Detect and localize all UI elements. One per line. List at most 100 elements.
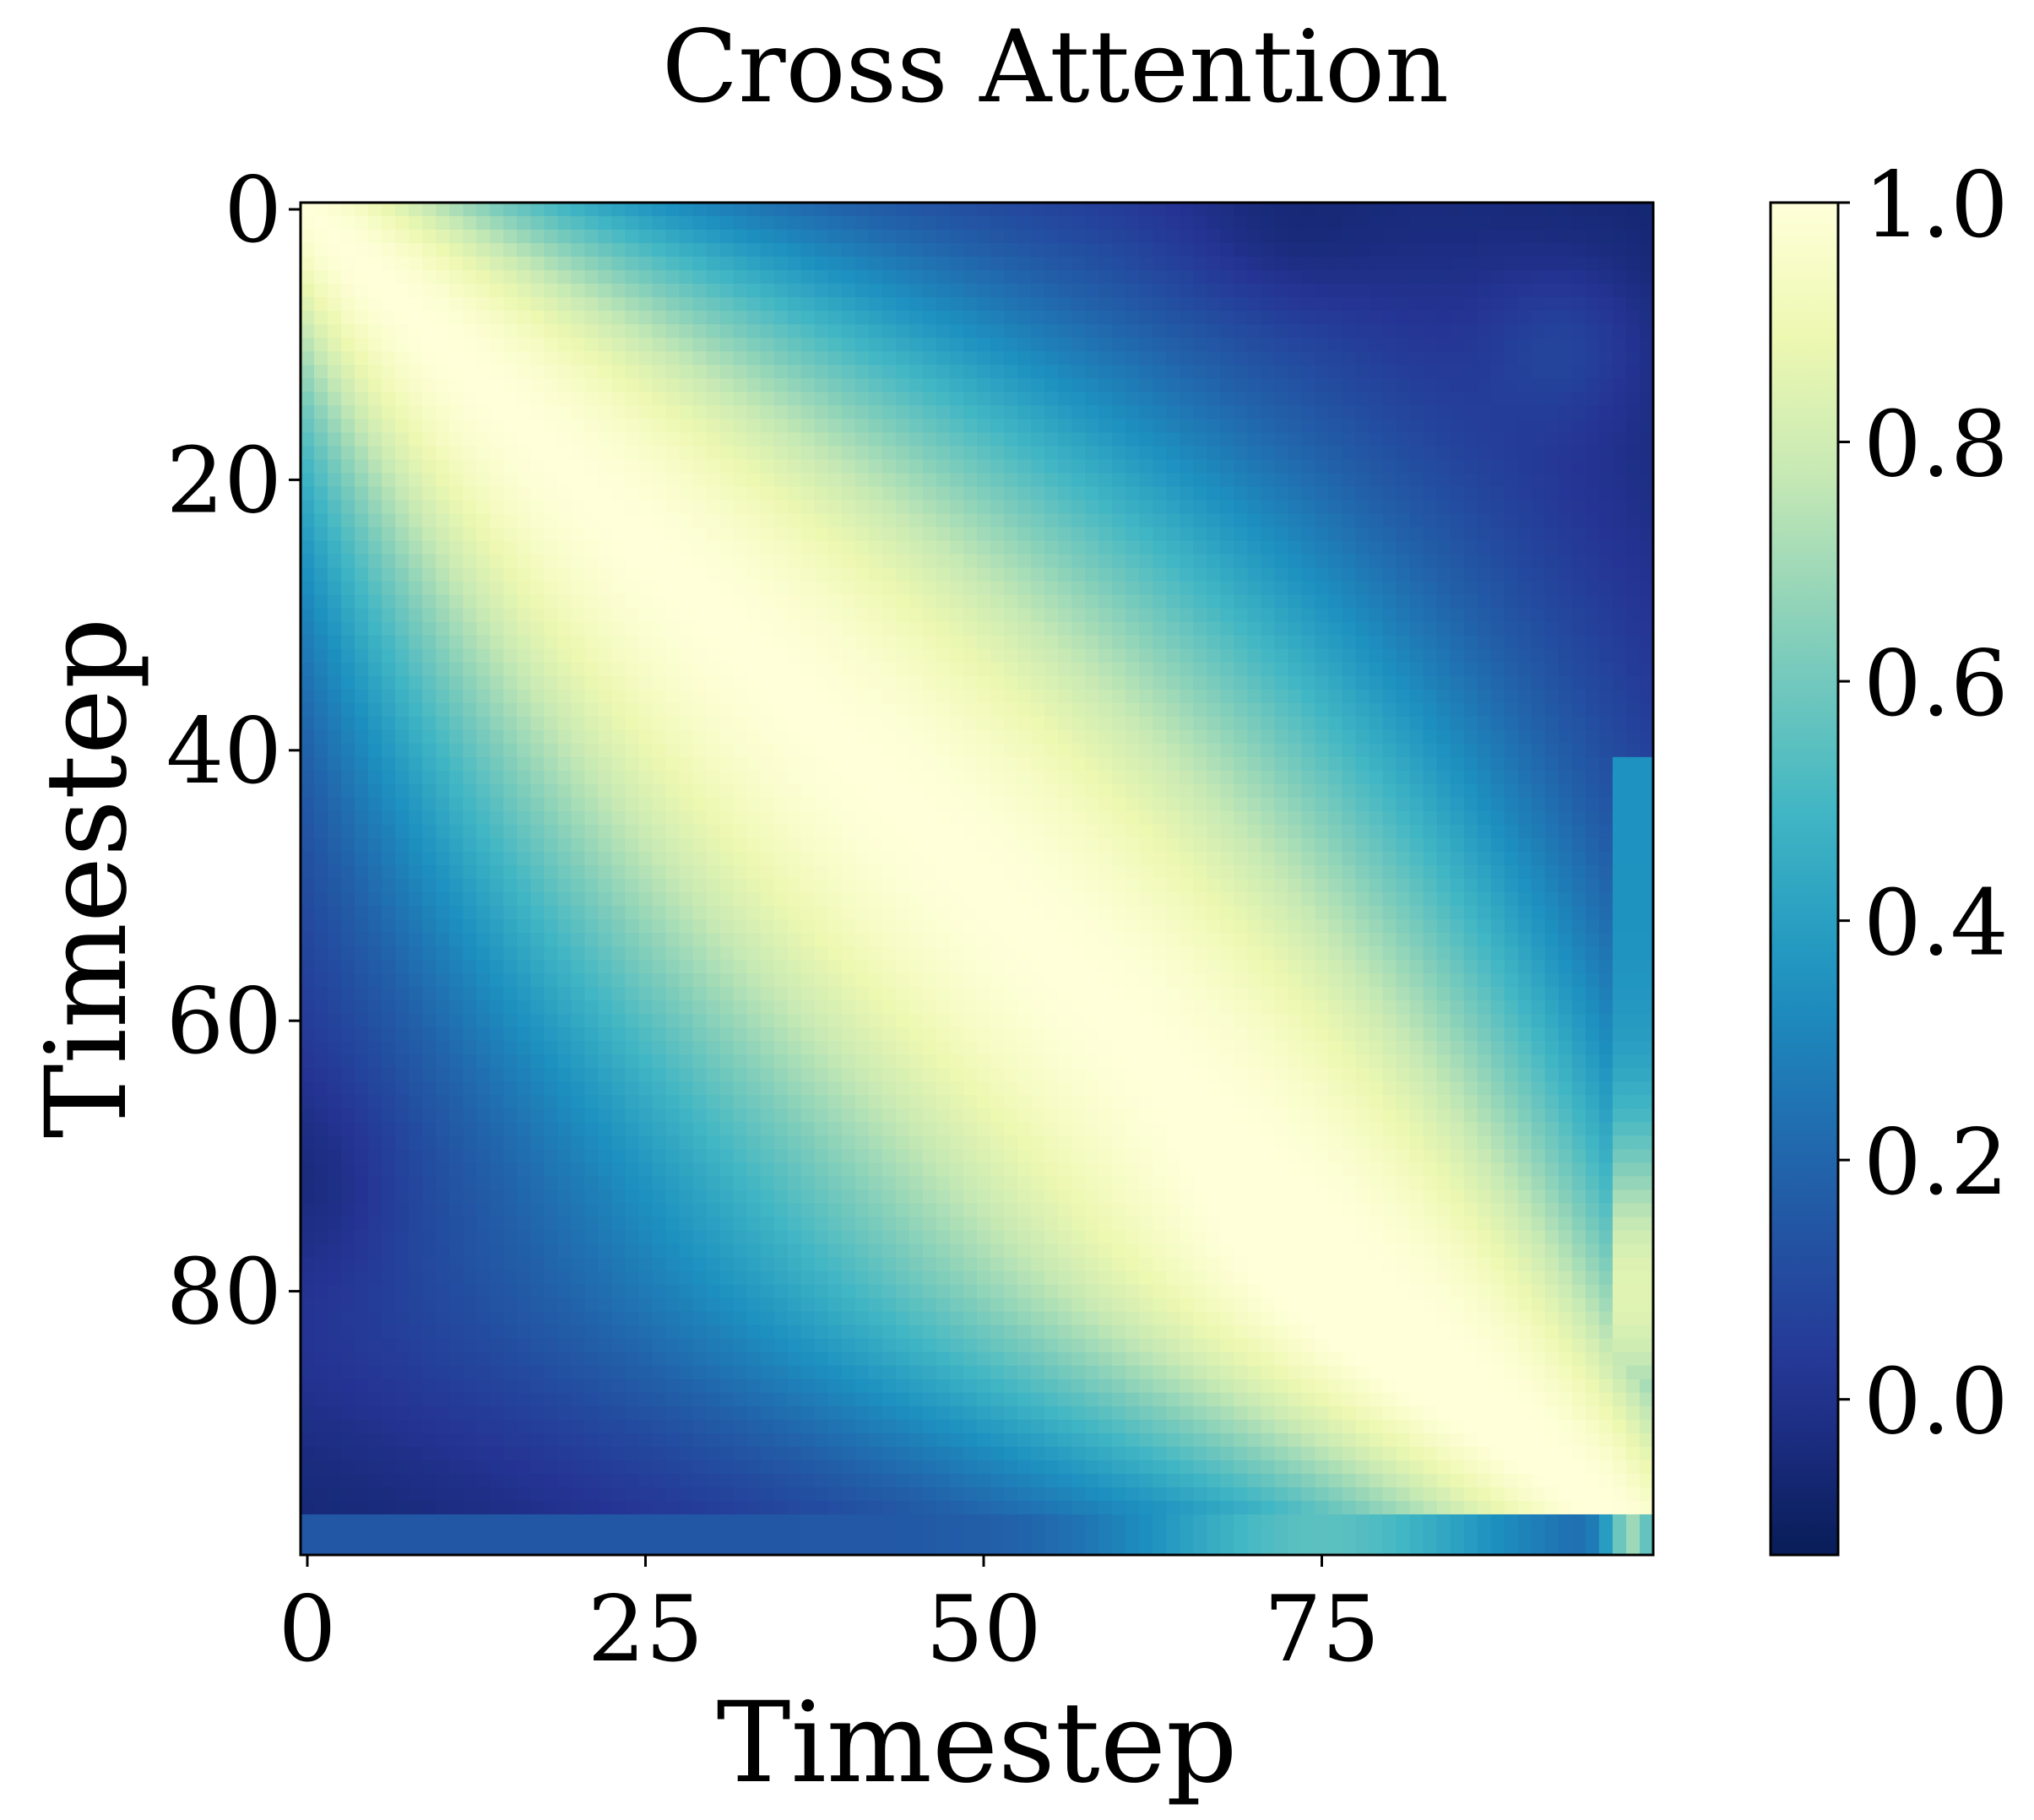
heatmap-cell	[1369, 567, 1384, 582]
heatmap-cell	[1355, 432, 1370, 447]
heatmap-cell	[1477, 756, 1492, 772]
heatmap-cell	[1423, 351, 1438, 366]
heatmap-cell	[1220, 432, 1234, 447]
heatmap-cell	[909, 284, 924, 298]
heatmap-cell	[1274, 243, 1289, 257]
heatmap-cell	[1044, 702, 1059, 718]
heatmap-cell	[1625, 675, 1641, 691]
heatmap-cell	[1153, 648, 1167, 664]
heatmap-cell	[1098, 743, 1113, 758]
heatmap-cell	[314, 270, 328, 284]
heatmap-cell	[476, 527, 491, 542]
heatmap-cell	[1558, 419, 1573, 433]
heatmap-cell	[1598, 216, 1614, 230]
heatmap-cell	[1423, 405, 1438, 420]
heatmap-cell	[909, 770, 924, 785]
heatmap-cell	[1558, 216, 1573, 230]
heatmap-cell	[895, 716, 910, 731]
heatmap-cell	[544, 473, 558, 488]
heatmap-cell	[854, 432, 870, 447]
heatmap-cell	[584, 324, 599, 339]
heatmap-cell	[1409, 459, 1424, 474]
heatmap-cell	[395, 230, 410, 244]
heatmap-cell	[1423, 648, 1438, 664]
heatmap-cell	[571, 500, 586, 515]
heatmap-cell	[1355, 284, 1370, 298]
heatmap-cell	[584, 635, 599, 650]
heatmap-cell	[922, 797, 937, 812]
heatmap-cell	[881, 216, 897, 230]
heatmap-cell	[1220, 486, 1234, 501]
heatmap-cell	[652, 783, 667, 799]
heatmap-cell	[1004, 378, 1018, 393]
heatmap-cell	[936, 257, 951, 271]
heatmap-cell	[1180, 257, 1194, 271]
heatmap-cell	[1504, 851, 1519, 866]
heatmap-cell	[1234, 419, 1248, 433]
heatmap-cell	[841, 513, 856, 528]
heatmap-cell	[1612, 756, 1627, 772]
heatmap-cell	[936, 486, 951, 501]
heatmap-cell	[1355, 851, 1370, 866]
heatmap-cell	[1612, 486, 1627, 501]
heatmap-cell	[1423, 527, 1438, 542]
heatmap-cell	[1517, 203, 1532, 217]
heatmap-cell	[760, 513, 775, 528]
heatmap-cell	[1504, 716, 1519, 731]
heatmap-cell	[395, 756, 410, 772]
heatmap-cell	[463, 405, 477, 420]
heatmap-cell	[1423, 554, 1438, 569]
heatmap-cell	[638, 432, 654, 447]
heatmap-cell	[1004, 392, 1018, 406]
heatmap-cell	[1288, 419, 1303, 433]
heatmap-cell	[571, 324, 586, 339]
heatmap-cell	[503, 594, 518, 609]
heatmap-cell	[868, 500, 883, 515]
heatmap-cell	[1504, 621, 1519, 636]
heatmap-cell	[301, 297, 315, 311]
heatmap-cell	[1517, 473, 1532, 488]
heatmap-cell	[1288, 338, 1303, 352]
heatmap-cell	[1463, 635, 1478, 650]
heatmap-cell	[490, 513, 504, 528]
heatmap-cell	[1207, 311, 1221, 325]
heatmap-cell	[1085, 689, 1099, 704]
heatmap-cell	[1328, 473, 1343, 488]
heatmap-cell	[436, 851, 450, 866]
heatmap-cell	[746, 297, 762, 311]
heatmap-cell	[1288, 270, 1303, 284]
heatmap-cell	[800, 486, 816, 501]
heatmap-cell	[1288, 756, 1303, 772]
heatmap-cell	[422, 594, 437, 609]
heatmap-cell	[1031, 378, 1045, 393]
heatmap-cell	[868, 540, 883, 555]
heatmap-cell	[733, 432, 748, 447]
heatmap-cell	[1193, 392, 1207, 406]
heatmap-cell	[449, 297, 464, 311]
heatmap-cell	[1125, 257, 1140, 271]
heatmap-cell	[1017, 756, 1032, 772]
heatmap-cell	[895, 837, 910, 853]
heatmap-cell	[787, 473, 802, 488]
heatmap-cell	[1639, 365, 1654, 379]
heatmap-cell	[814, 594, 829, 609]
heatmap-cell	[503, 770, 518, 785]
heatmap-cell	[422, 270, 437, 284]
heatmap-cell	[449, 864, 464, 880]
heatmap-cell	[328, 446, 342, 460]
heatmap-cell	[1612, 473, 1627, 488]
heatmap-cell	[517, 783, 531, 799]
heatmap-cell	[1247, 486, 1262, 501]
heatmap-cell	[1288, 675, 1303, 691]
heatmap-cell	[368, 567, 382, 582]
heatmap-cell	[990, 216, 1005, 230]
heatmap-cell	[355, 783, 369, 799]
heatmap-cell	[868, 864, 883, 880]
heatmap-cell	[1504, 824, 1519, 839]
heatmap-cell	[1085, 581, 1099, 596]
heatmap-cell	[301, 446, 315, 460]
heatmap-cell	[1490, 446, 1505, 460]
heatmap-cell	[800, 500, 816, 515]
heatmap-cell	[1598, 513, 1614, 528]
heatmap-cell	[1234, 662, 1248, 677]
